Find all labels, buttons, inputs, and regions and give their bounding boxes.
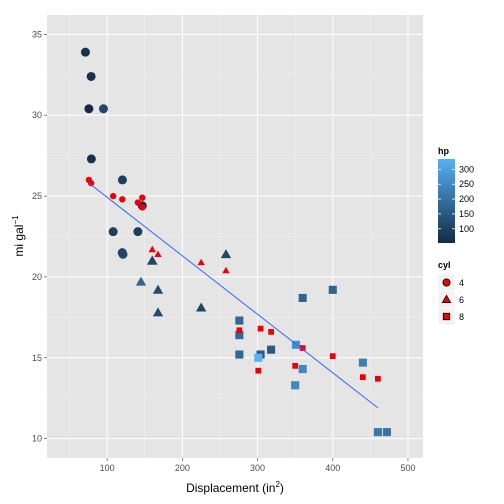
x-tick-label: 200 <box>175 463 190 473</box>
overlay-point <box>268 329 274 335</box>
data-point <box>220 249 232 259</box>
legend-hp-title: hp <box>438 146 449 156</box>
overlay-point <box>375 375 381 382</box>
legend-cyl-symbol <box>442 312 451 321</box>
y-axis-ticks: 10 15 20 25 30 35 <box>32 29 47 444</box>
data-point <box>235 316 244 325</box>
y-axis-title: mi gal−1 <box>11 215 26 257</box>
legend-cyl-label: 4 <box>459 278 464 288</box>
data-point <box>254 353 263 362</box>
data-point <box>267 345 276 354</box>
data-point <box>118 249 128 259</box>
data-point <box>235 350 244 359</box>
x-tick-label: 400 <box>325 463 340 473</box>
overlay-point <box>139 204 146 211</box>
legend-hp-label: 300 <box>459 164 474 174</box>
data-point <box>195 302 207 312</box>
data-point <box>84 104 94 114</box>
overlay-point <box>139 194 146 201</box>
overlay-point <box>148 245 156 253</box>
data-point <box>298 293 307 302</box>
legend-cyl-symbol <box>441 294 452 304</box>
data-point <box>152 307 164 317</box>
legend-cyl-items: 4 6 8 <box>437 273 464 326</box>
data-point <box>135 276 147 286</box>
overlay-point <box>119 196 126 203</box>
data-point <box>152 284 164 294</box>
data-point <box>298 365 307 374</box>
data-point <box>291 340 300 349</box>
overlay-point <box>292 362 299 369</box>
fit-line-group <box>88 182 379 409</box>
data-point <box>80 47 90 57</box>
x-tick-label: 300 <box>250 463 265 473</box>
legend-hp-colorbar <box>438 159 455 243</box>
y-tick-label: 35 <box>32 29 42 39</box>
data-point <box>98 104 108 114</box>
legend-hp-label: 100 <box>459 224 474 234</box>
x-tick-label: 100 <box>100 463 115 473</box>
legend-cyl-title: cyl <box>438 260 451 270</box>
y-tick-label: 10 <box>32 434 42 444</box>
fit-line <box>88 182 379 409</box>
overlay-point <box>236 327 243 334</box>
overlay-point <box>359 374 366 381</box>
y-tick-label: 30 <box>32 110 42 120</box>
y-tick-label: 25 <box>32 191 42 201</box>
data-point <box>108 227 118 237</box>
y-tick-label: 20 <box>32 272 42 282</box>
overlay-point <box>134 199 142 206</box>
x-axis-ticks: 100 200 300 400 500 <box>100 458 415 473</box>
data-point <box>358 358 367 367</box>
x-tick-label: 500 <box>400 463 415 473</box>
data-point <box>235 331 244 340</box>
overlay-point <box>257 325 264 332</box>
legend-hp-labels: 100 150 200 250 300 <box>438 164 474 234</box>
data-point <box>117 175 127 185</box>
data-point <box>147 255 158 265</box>
overlay-point <box>329 353 336 360</box>
data-point <box>133 227 143 237</box>
grid-minor <box>47 15 423 458</box>
legend-cyl-symbol <box>442 278 451 287</box>
x-axis-title: Displacement (in2) <box>186 480 284 495</box>
data-point <box>382 428 391 437</box>
legend-hp-label: 250 <box>459 179 474 189</box>
overlay-point <box>299 345 306 351</box>
legend-cyl-label: 6 <box>459 295 464 305</box>
overlay-point <box>154 250 162 258</box>
data-point <box>291 381 300 390</box>
overlay-point <box>109 192 117 200</box>
data-point <box>86 154 96 164</box>
overlay-point <box>255 367 262 374</box>
overlay-point <box>87 179 95 187</box>
overlay-point <box>222 266 230 274</box>
y-tick-label: 15 <box>32 353 42 363</box>
legend-hp: hp 100 150 200 250 300 <box>438 146 474 243</box>
overlay-point <box>197 258 205 266</box>
legend-cyl-label: 8 <box>459 312 464 322</box>
data-point <box>86 71 96 81</box>
data-point <box>373 428 382 437</box>
legend-hp-label: 150 <box>459 209 474 219</box>
grid-major <box>47 15 423 458</box>
overlay-points <box>85 176 381 382</box>
legend-cyl: cyl 4 6 8 <box>437 260 464 326</box>
data-point <box>328 285 337 294</box>
legend-hp-label: 200 <box>459 194 474 204</box>
